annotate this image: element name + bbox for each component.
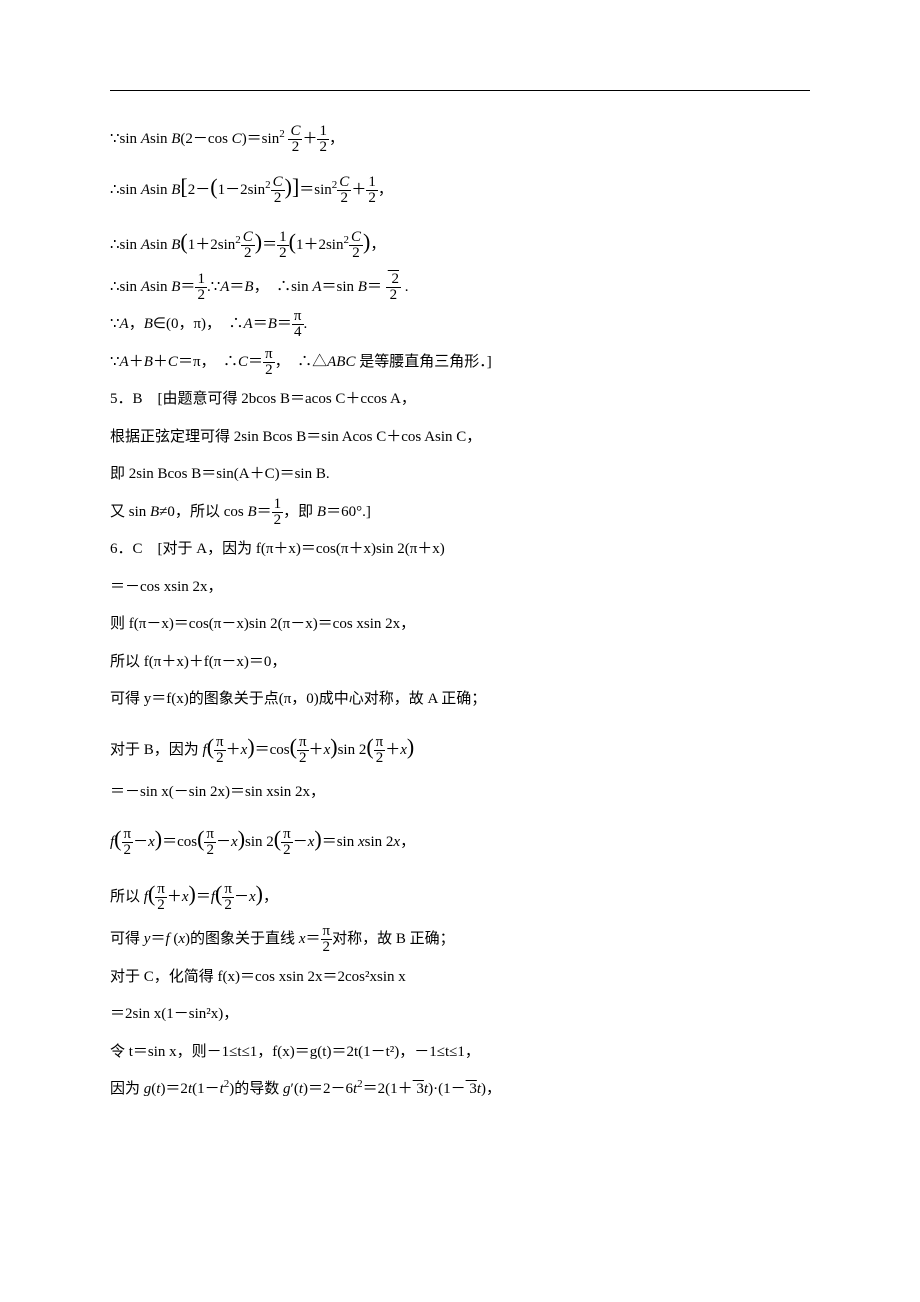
math-line: 所以 f( π 2 ＋x)＝f( π 2 －x)， <box>110 866 810 921</box>
math-line: 可得 y＝f(x)的图象关于点(π，0)成中心对称，故 A 正确； <box>110 681 810 719</box>
math-line: ∴sin Asin B＝ 1 2 .∵A＝B， ∴sin A＝sin B＝ 2 … <box>110 269 810 307</box>
math-line: ＝－sin x(－sin 2x)＝sin xsin 2x， <box>110 774 810 812</box>
horizontal-rule <box>110 90 810 91</box>
math-line: ∵A，B∈(0，π)， ∴A＝B＝ π 4 . <box>110 306 810 344</box>
math-line: 6．C [对于 A，因为 f(π＋x)＝cos(π＋x)sin 2(π＋x) <box>110 531 810 569</box>
math-line: ∴sin Asin B(1＋2sin2 C 2 )＝ 1 2 (1＋2sin2 … <box>110 214 810 269</box>
math-line: ∴sin Asin B[2－(1－2sin2 C 2 )]＝sin2 C 2 ＋… <box>110 159 810 214</box>
math-line: 可得 y＝f (x)的图象关于直线 x＝ π 2 对称，故 B 正确； <box>110 921 810 959</box>
math-line: 对于 B，因为 f( π 2 ＋x)＝cos( π 2 ＋x)sin 2( π … <box>110 719 810 774</box>
math-line: ＝2sin x(1－sin²x)， <box>110 996 810 1034</box>
math-line: ∵A＋B＋C＝π， ∴C＝ π 2 ， ∴△ABC 是等腰直角三角形．] <box>110 344 810 382</box>
math-line: f( π 2 －x)＝cos( π 2 －x)sin 2( π 2 －x)＝si… <box>110 811 810 866</box>
math-line: 令 t＝sin x，则－1≤t≤1，f(x)＝g(t)＝2t(1－t²)，－1≤… <box>110 1034 810 1072</box>
math-line: 5．B [由题意可得 2bcos B＝acos C＋ccos A， <box>110 381 810 419</box>
math-line: 又 sin B≠0，所以 cos B＝ 1 2 ，即 B＝60°.] <box>110 494 810 532</box>
document-page: ∵sin Asin B(2－cos C)＝sin2 C 2 ＋ 1 2 ， ∴s… <box>0 0 920 1209</box>
math-line: 所以 f(π＋x)＋f(π－x)＝0， <box>110 644 810 682</box>
math-line: 即 2sin Bcos B＝sin(A＋C)＝sin B. <box>110 456 810 494</box>
math-line: 根据正弦定理可得 2sin Bcos B＝sin Acos C＋cos Asin… <box>110 419 810 457</box>
math-line: 对于 C，化简得 f(x)＝cos xsin 2x＝2cos²xsin x <box>110 959 810 997</box>
math-line: ∵sin Asin B(2－cos C)＝sin2 C 2 ＋ 1 2 ， <box>110 121 810 159</box>
math-line: ＝－cos xsin 2x， <box>110 569 810 607</box>
math-line: 因为 g(t)＝2t(1－t2)的导数 g′(t)＝2－6t2＝2(1＋ 3t)… <box>110 1071 810 1109</box>
math-line: 则 f(π－x)＝cos(π－x)sin 2(π－x)＝cos xsin 2x， <box>110 606 810 644</box>
